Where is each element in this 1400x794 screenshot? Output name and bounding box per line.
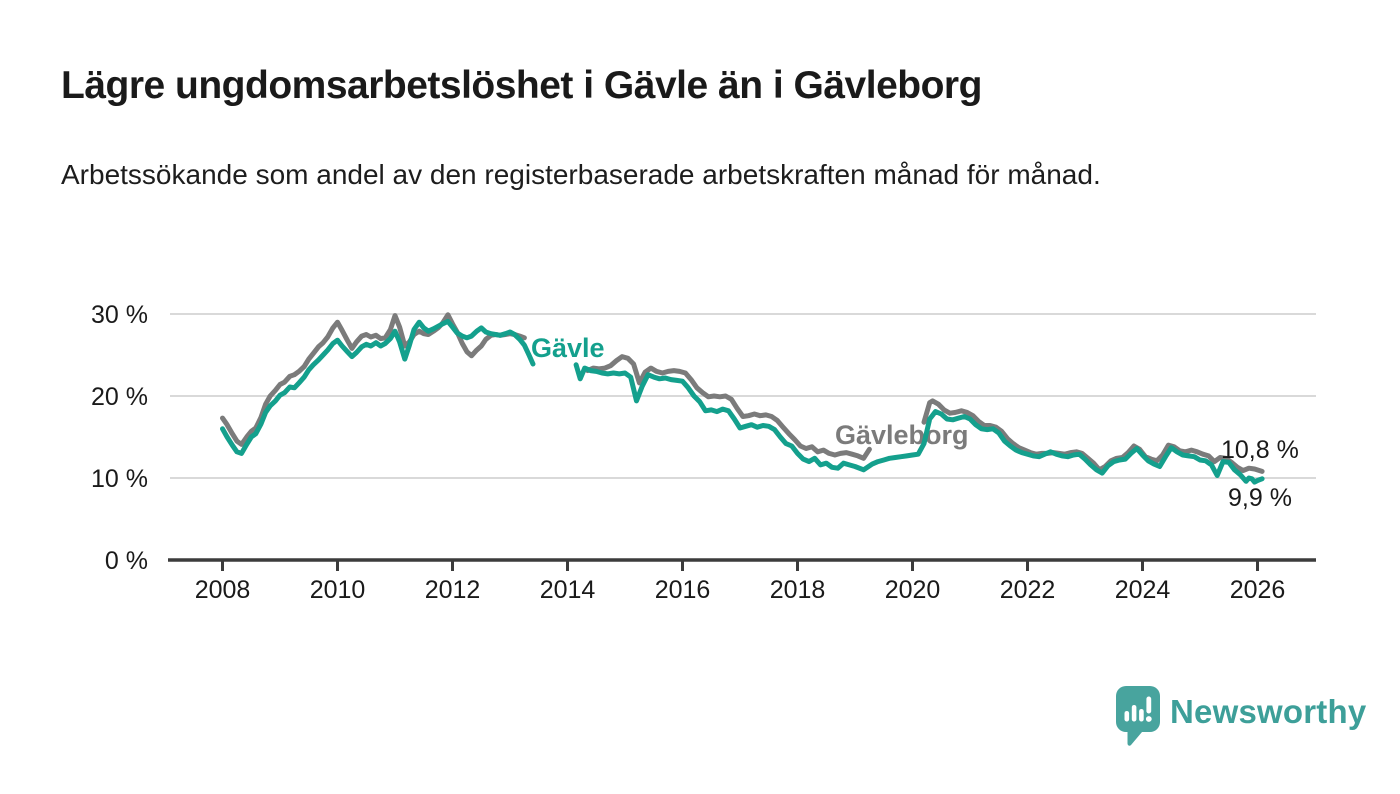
series-label-gvleborg: Gävleborg	[835, 420, 969, 450]
x-axis-tick-label: 2020	[885, 576, 941, 604]
series-line-gvleborg	[585, 354, 872, 461]
x-axis-tick-label: 2016	[655, 576, 711, 604]
series-line-gvle	[573, 362, 1265, 485]
y-axis-tick-label: 0 %	[105, 547, 148, 575]
x-axis-tick-label: 2008	[195, 576, 251, 604]
y-axis-tick-label: 20 %	[91, 383, 148, 411]
line-chart: 0 % 10 % 20 % 30 % 2008 2010 2012 2014 2016 2018 2…	[91, 301, 1316, 604]
series-line-gvle	[220, 318, 536, 456]
x-axis-tick-label: 2022	[1000, 576, 1056, 604]
y-axis-tick-label: 10 %	[91, 465, 148, 493]
x-axis-tick-label: 2014	[540, 576, 596, 604]
x-axis-tick-label: 2012	[425, 576, 481, 604]
x-axis-tick-label: 2018	[770, 576, 826, 604]
value-label-gvleborg-end: 10,8 %	[1221, 436, 1299, 464]
series-line-gvleborg	[220, 312, 527, 447]
y-axis-tick-label: 30 %	[91, 301, 148, 329]
x-axis-tick-label: 2026	[1230, 576, 1286, 604]
x-axis-tick-label: 2010	[310, 576, 366, 604]
newsworthy-logo: Newsworthy	[1116, 686, 1366, 746]
page-subtitle: Arbetssökande som andel av den registerb…	[61, 159, 1101, 190]
series-line-gvleborg	[921, 398, 1265, 474]
newsworthy-logo-text: Newsworthy	[1170, 693, 1367, 730]
page-title: Lägre ungdomsarbetslöshet i Gävle än i G…	[61, 64, 982, 107]
x-axis-tick-label: 2024	[1115, 576, 1171, 604]
value-label-gvle-end: 9,9 %	[1228, 484, 1292, 512]
newsworthy-speech-bubble-chart-icon	[1116, 686, 1160, 746]
series-label-gvle: Gävle	[531, 333, 605, 363]
